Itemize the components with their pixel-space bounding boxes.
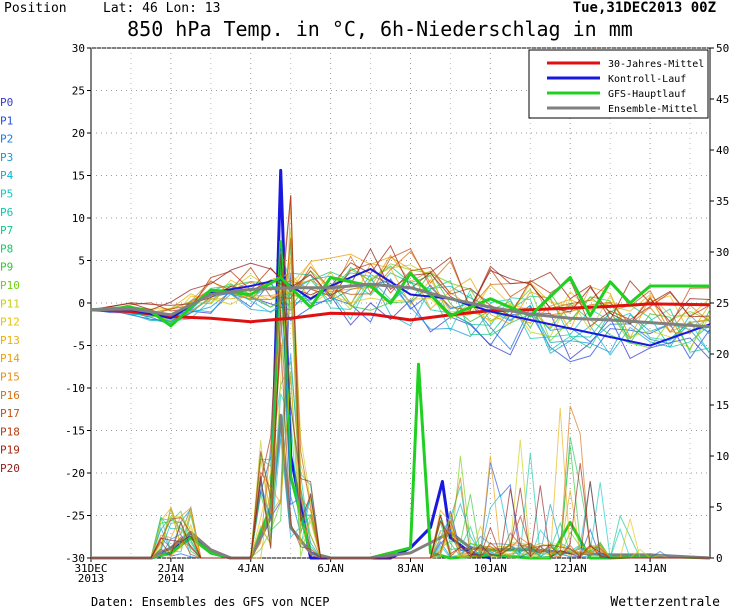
x-tick-label: 14JAN [634, 562, 667, 575]
lat-lon: Lat: 46 Lon: 13 [103, 1, 220, 16]
footer-source: Daten: Ensembles des GFS von NCEP [91, 595, 329, 609]
y-right-tick-label: 10 [716, 450, 729, 463]
member-label: P12 [0, 316, 20, 329]
y-right-tick-label: 20 [716, 348, 729, 361]
x-tick-label: 12JAN [554, 562, 587, 575]
member-label: P2 [0, 133, 13, 146]
legend: 30-Jahres-Mittel Kontroll-Lauf GFS-Hauptla… [528, 49, 709, 119]
member-label: P7 [0, 224, 13, 237]
legend-label: Ensemble-Mittel [608, 104, 698, 115]
temp-line [90, 282, 711, 329]
x-tick-label: 2014 [158, 572, 185, 585]
y-left-tick-label: 0 [78, 297, 85, 310]
x-tick-label: 2013 [78, 572, 105, 585]
x-tick-label: 10JAN [474, 562, 507, 575]
member-label: P8 [0, 242, 13, 255]
legend-label: GFS-Hauptlauf [608, 89, 686, 100]
y-left-tick-label: -15 [65, 425, 85, 438]
temperature-series [90, 268, 711, 347]
member-line [90, 247, 711, 325]
y-left-tick-label: 30 [72, 42, 85, 55]
member-label: P1 [0, 114, 13, 127]
y-left-tick-label: -25 [65, 510, 85, 523]
member-line [90, 261, 711, 335]
member-label: P13 [0, 334, 20, 347]
legend-label: Kontroll-Lauf [608, 74, 686, 85]
member-label: P5 [0, 188, 13, 201]
y-left-tick-label: -30 [65, 552, 85, 565]
y-left-tick-label: 10 [72, 212, 85, 225]
x-tick-label: 6JAN [317, 562, 344, 575]
member-label: P18 [0, 425, 20, 438]
member-label: P9 [0, 261, 13, 274]
member-label: P19 [0, 444, 20, 457]
x-tick-label: 4JAN [237, 562, 264, 575]
x-tick-label: 8JAN [397, 562, 424, 575]
y-right-tick-label: 5 [716, 501, 723, 514]
member-line [90, 271, 711, 353]
y-left-tick-label: -20 [65, 467, 85, 480]
y-right-tick-label: 35 [716, 195, 729, 208]
position-label: Position [4, 1, 67, 16]
y-right-tick-label: 40 [716, 144, 729, 157]
y-left-tick-label: 15 [72, 170, 85, 183]
member-label: P15 [0, 371, 20, 384]
y-left-tick-label: 25 [72, 85, 85, 98]
x-tick-label: 31DEC [74, 562, 107, 575]
member-label: P20 [0, 462, 20, 475]
member-line [90, 279, 711, 351]
y-axis-left: 30 25 20 15 10 5 0 -5 -10 -15 -20 -25 -30 [65, 42, 91, 565]
y-right-tick-label: 30 [716, 246, 729, 259]
member-line [90, 253, 711, 340]
member-label: P16 [0, 389, 20, 402]
page-title: 850 hPa Temp. in °C, 6h-Niederschlag in … [127, 17, 633, 41]
member-label: P17 [0, 407, 20, 420]
y-left-tick-label: -10 [65, 382, 85, 395]
member-labels: P0 P1 P2 P3 P4 P5 P6 P7 P8 P9 P10 P11 P12 P13 P14 P15 P1… [0, 96, 20, 475]
temp-line [90, 302, 711, 324]
legend-label: 30-Jahres-Mittel [608, 59, 704, 70]
member-label: P14 [0, 352, 20, 365]
y-right-tick-label: 15 [716, 399, 729, 412]
temp-line [90, 271, 710, 328]
footer-brand: Wetterzentrale [610, 595, 720, 609]
member-label: P11 [0, 297, 20, 310]
plot-area [90, 47, 711, 559]
x-tick-label: 2JAN [158, 562, 185, 575]
member-label: P10 [0, 279, 20, 292]
member-precip-line [91, 195, 710, 559]
member-label: P4 [0, 169, 14, 182]
y-left-tick-label: -5 [72, 340, 85, 353]
y-right-tick-label: 0 [716, 552, 723, 565]
run-time: Tue,31DEC2013 00Z [573, 0, 716, 16]
member-label: P3 [0, 151, 13, 164]
y-left-tick-label: 20 [72, 127, 85, 140]
y-right-tick-label: 50 [716, 42, 729, 55]
y-left-tick-label: 5 [78, 255, 85, 268]
y-right-tick-label: 25 [716, 297, 729, 310]
member-line [90, 250, 711, 334]
member-label: P6 [0, 206, 13, 219]
member-label: P0 [0, 96, 13, 109]
y-right-tick-label: 45 [716, 93, 729, 106]
